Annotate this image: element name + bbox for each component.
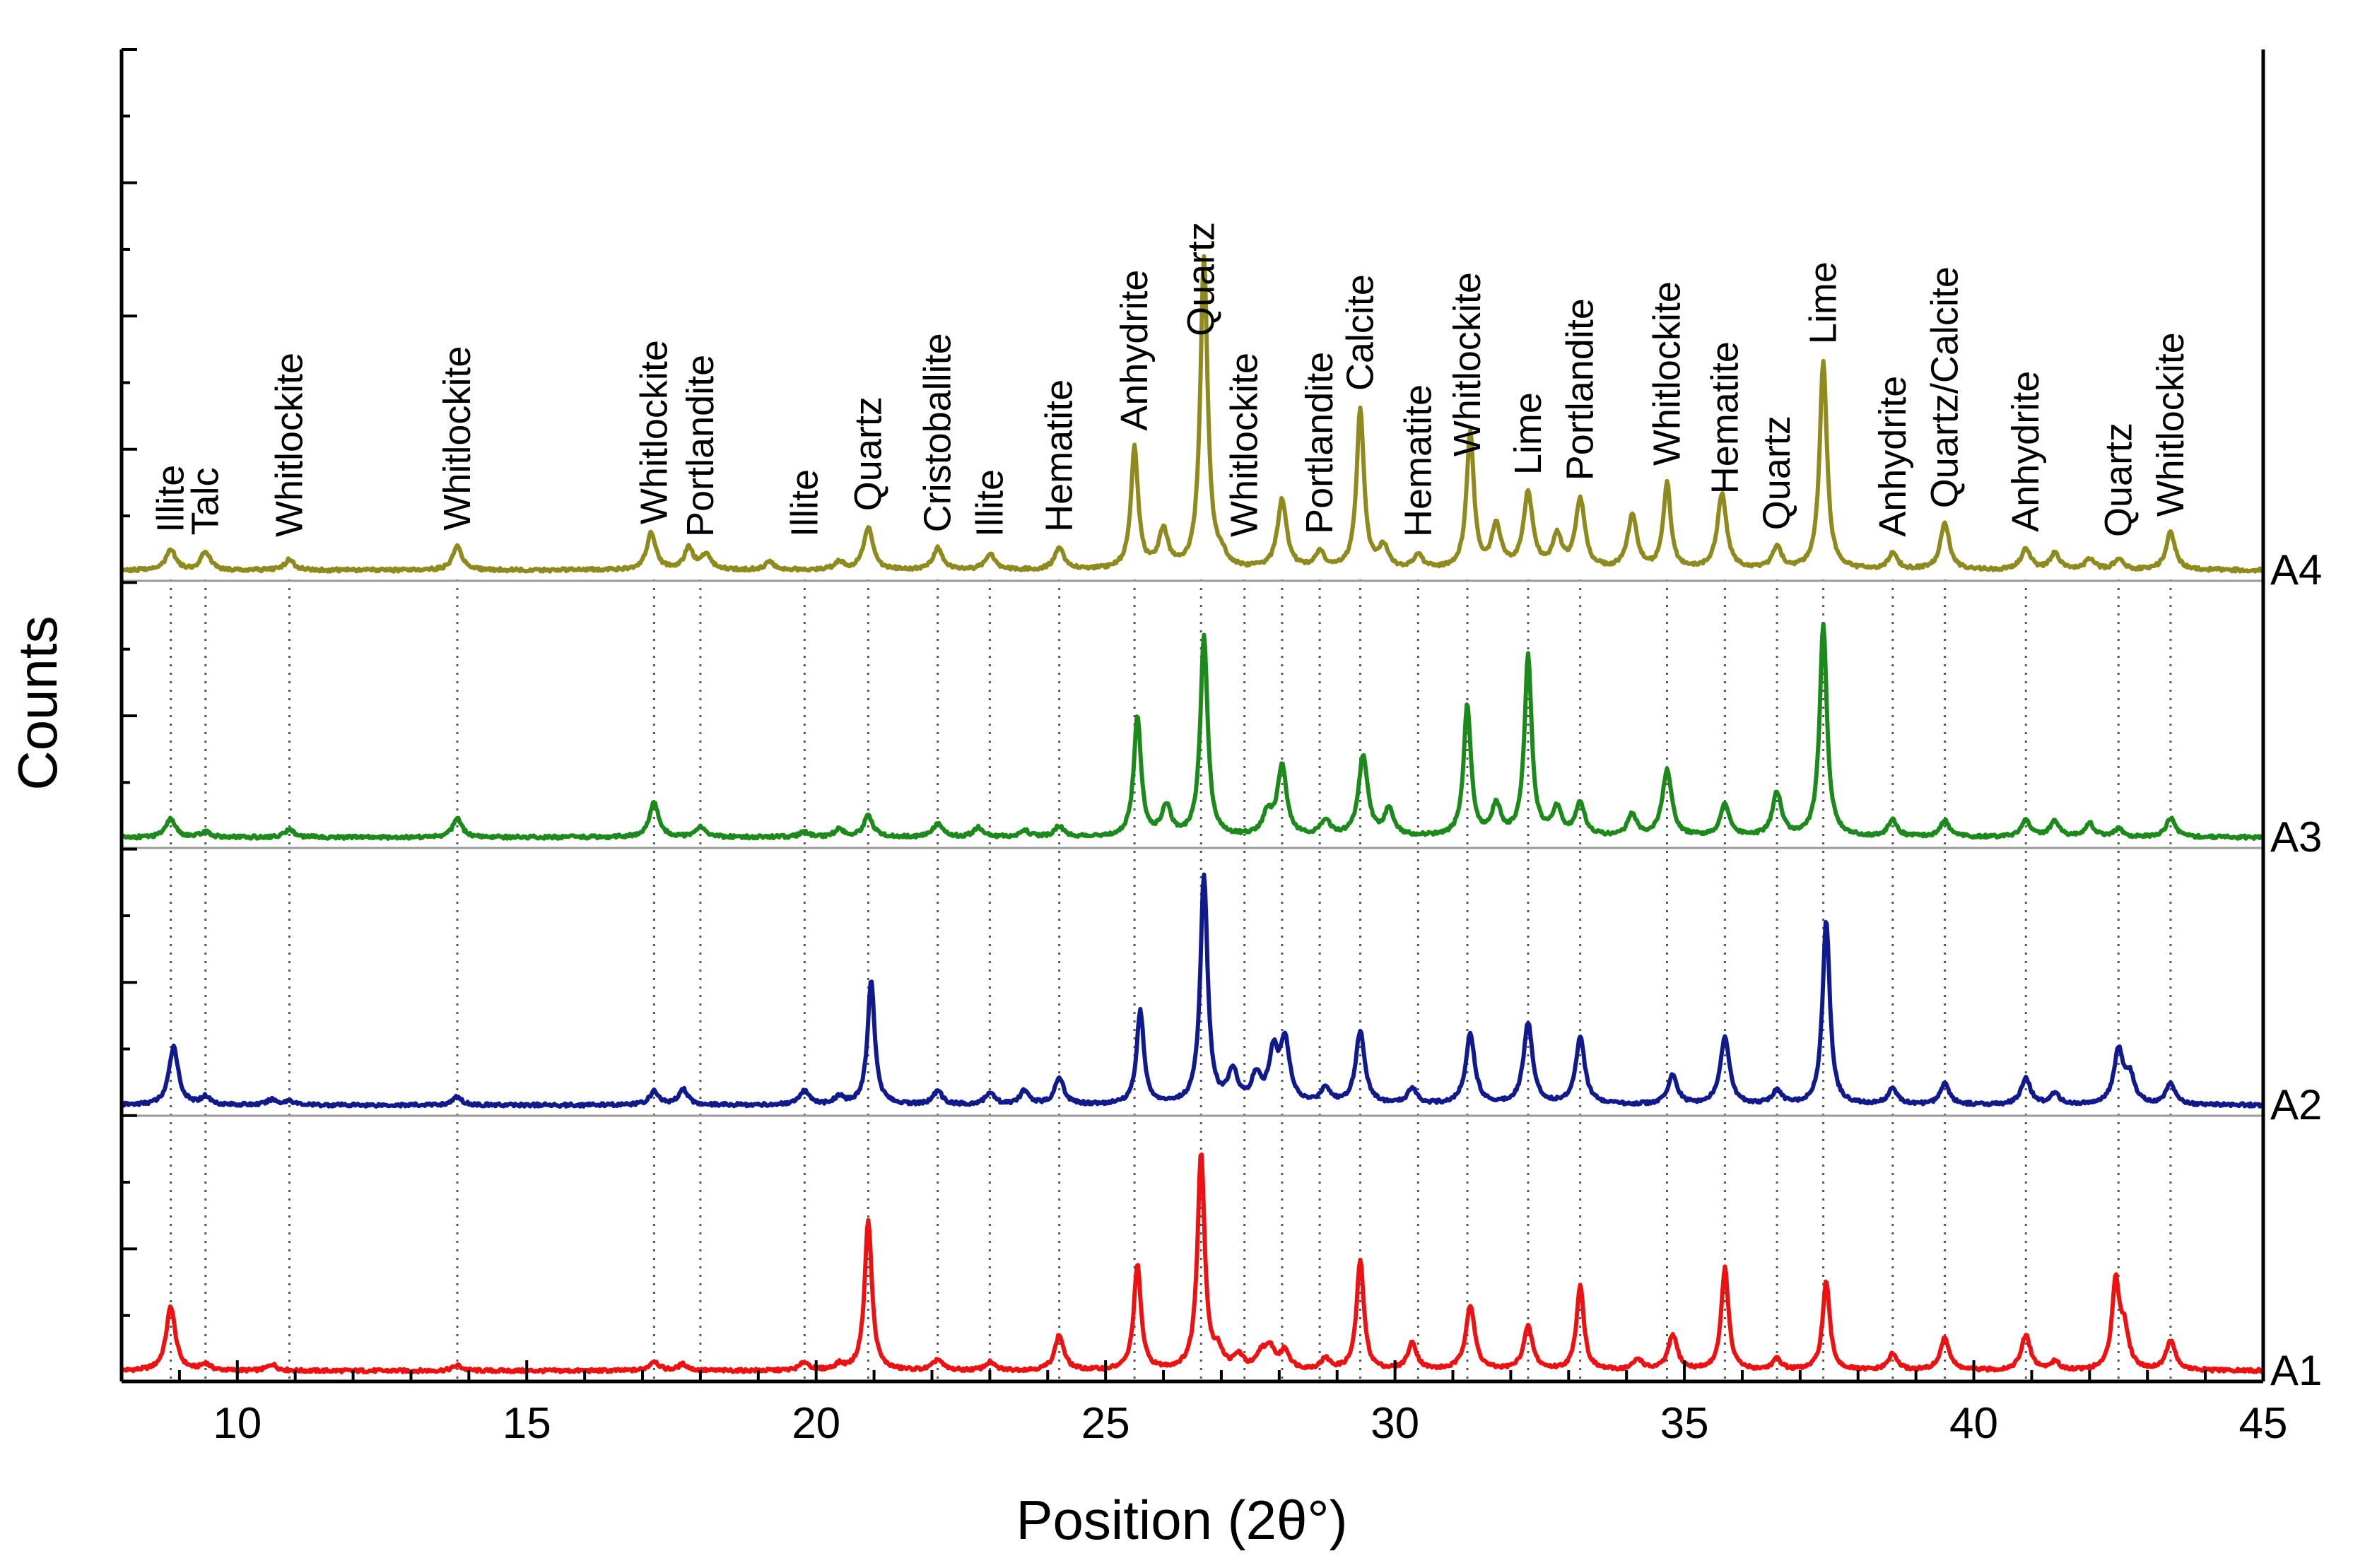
phase-label: Quartz — [2097, 423, 2140, 537]
pattern-a3 — [120, 622, 2265, 841]
pattern-a1 — [119, 1152, 2265, 1374]
series-label-a2: A2 — [2270, 1081, 2322, 1128]
phase-label: Illite — [783, 469, 826, 537]
phase-label: Calcite — [1339, 274, 1382, 391]
phase-label: Quartz/Calcite — [1924, 266, 1966, 508]
pattern-separators — [122, 579, 2263, 1117]
phase-label: Whitlockite — [1446, 272, 1489, 456]
phase-label: Illite — [968, 469, 1011, 537]
reference-lines — [170, 579, 2172, 1379]
phase-label: Talc — [184, 467, 227, 535]
phase-label: Cristoballite — [917, 333, 959, 532]
series-label-a4: A4 — [2270, 546, 2322, 594]
x-tick-label: 25 — [1081, 1399, 1130, 1448]
x-tick-label: 30 — [1371, 1399, 1419, 1448]
phase-label: Hematite — [1703, 341, 1746, 494]
phase-label: Lime — [1802, 261, 1845, 344]
axes: 10 15 20 25 30 35 40 45 — [119, 48, 2288, 1448]
phase-label: Whitlockite — [633, 340, 675, 524]
phase-label: Anhydrite — [2005, 371, 2047, 532]
phase-label: Lime — [1507, 392, 1549, 475]
phase-label: Illite — [150, 465, 192, 533]
phase-label: Whitlockite — [1646, 281, 1689, 466]
x-axis-title: Position (2θ°) — [1016, 1489, 1347, 1551]
x-tick-label: 40 — [1949, 1399, 1998, 1448]
x-tick-label: 45 — [2239, 1399, 2288, 1448]
phase-label: Whitlockite — [1223, 353, 1266, 537]
phase-label: Portlandite — [1559, 298, 1602, 481]
phase-label: Whitlockite — [269, 353, 311, 537]
pattern-a2 — [119, 872, 2265, 1109]
pattern-a4 — [120, 254, 2265, 574]
x-tick-label: 15 — [503, 1399, 551, 1448]
phase-label: Quartz — [1180, 222, 1222, 336]
series-label-a3: A3 — [2270, 813, 2322, 861]
phase-label: Anhydrite — [1872, 376, 1914, 537]
diffraction-patterns — [119, 254, 2265, 1374]
series-labels: A1 A2 A3 A4 — [2270, 546, 2322, 1394]
phase-label: Portlandite — [679, 355, 722, 537]
phase-label: Quartz — [847, 396, 889, 511]
phase-label: Hematite — [1038, 379, 1081, 532]
phase-label: Anhydrite — [1113, 270, 1156, 431]
x-tick-label: 10 — [213, 1399, 262, 1448]
phase-label: Hematite — [1397, 384, 1439, 537]
phase-label: Portlandite — [1298, 352, 1341, 534]
x-tick-label: 35 — [1660, 1399, 1709, 1448]
phase-label: Whitlockite — [436, 346, 479, 531]
phase-label: Quartz — [1756, 415, 1798, 530]
x-tick-label: 20 — [792, 1399, 840, 1448]
y-axis-title: Counts — [6, 615, 69, 790]
phase-label: Whitlockite — [2149, 332, 2192, 517]
series-label-a1: A1 — [2270, 1347, 2322, 1394]
